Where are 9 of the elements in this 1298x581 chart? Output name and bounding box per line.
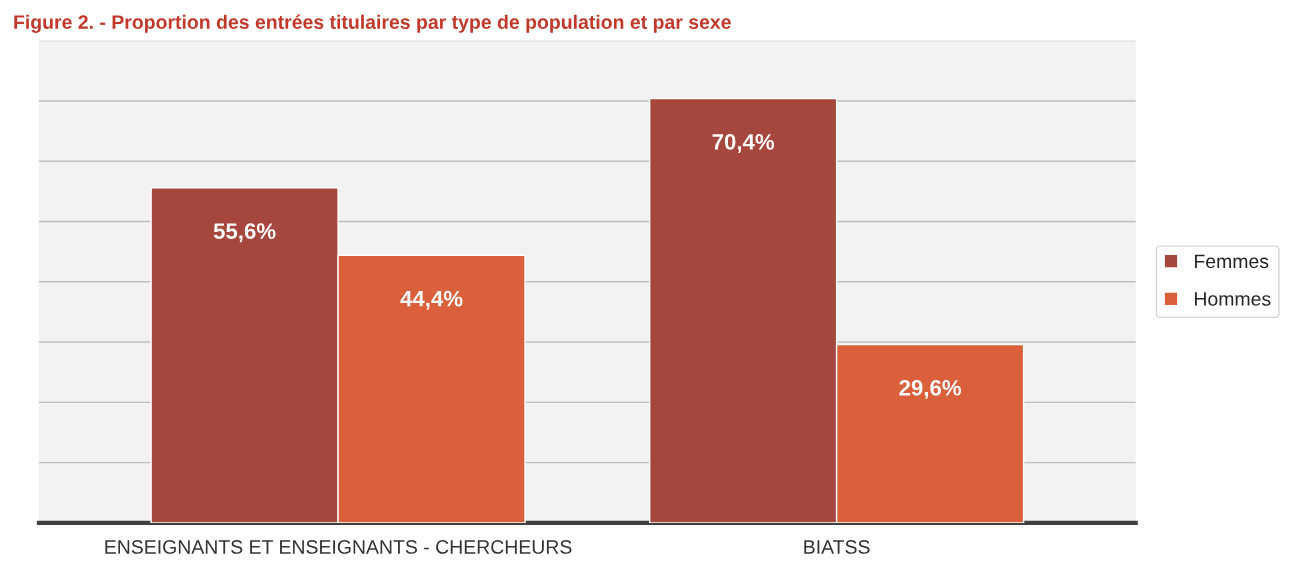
data-label: 44,4% bbox=[400, 290, 463, 310]
legend-label: Hommes bbox=[1194, 292, 1271, 306]
chart-title: Figure 2. - Proportion des entrées titulaires par type de population et par sexe bbox=[14, 14, 731, 33]
data-label: 55,6% bbox=[213, 223, 276, 243]
legend-label: Femmes bbox=[1194, 254, 1269, 269]
x-tick-label: ENSEIGNANTS ET ENSEIGNANTS - CHERCHEURS bbox=[105, 540, 572, 554]
data-label: 70,4% bbox=[712, 133, 775, 153]
x-tick-label: BIATSS bbox=[804, 540, 870, 554]
data-label: 29,6% bbox=[899, 379, 962, 399]
